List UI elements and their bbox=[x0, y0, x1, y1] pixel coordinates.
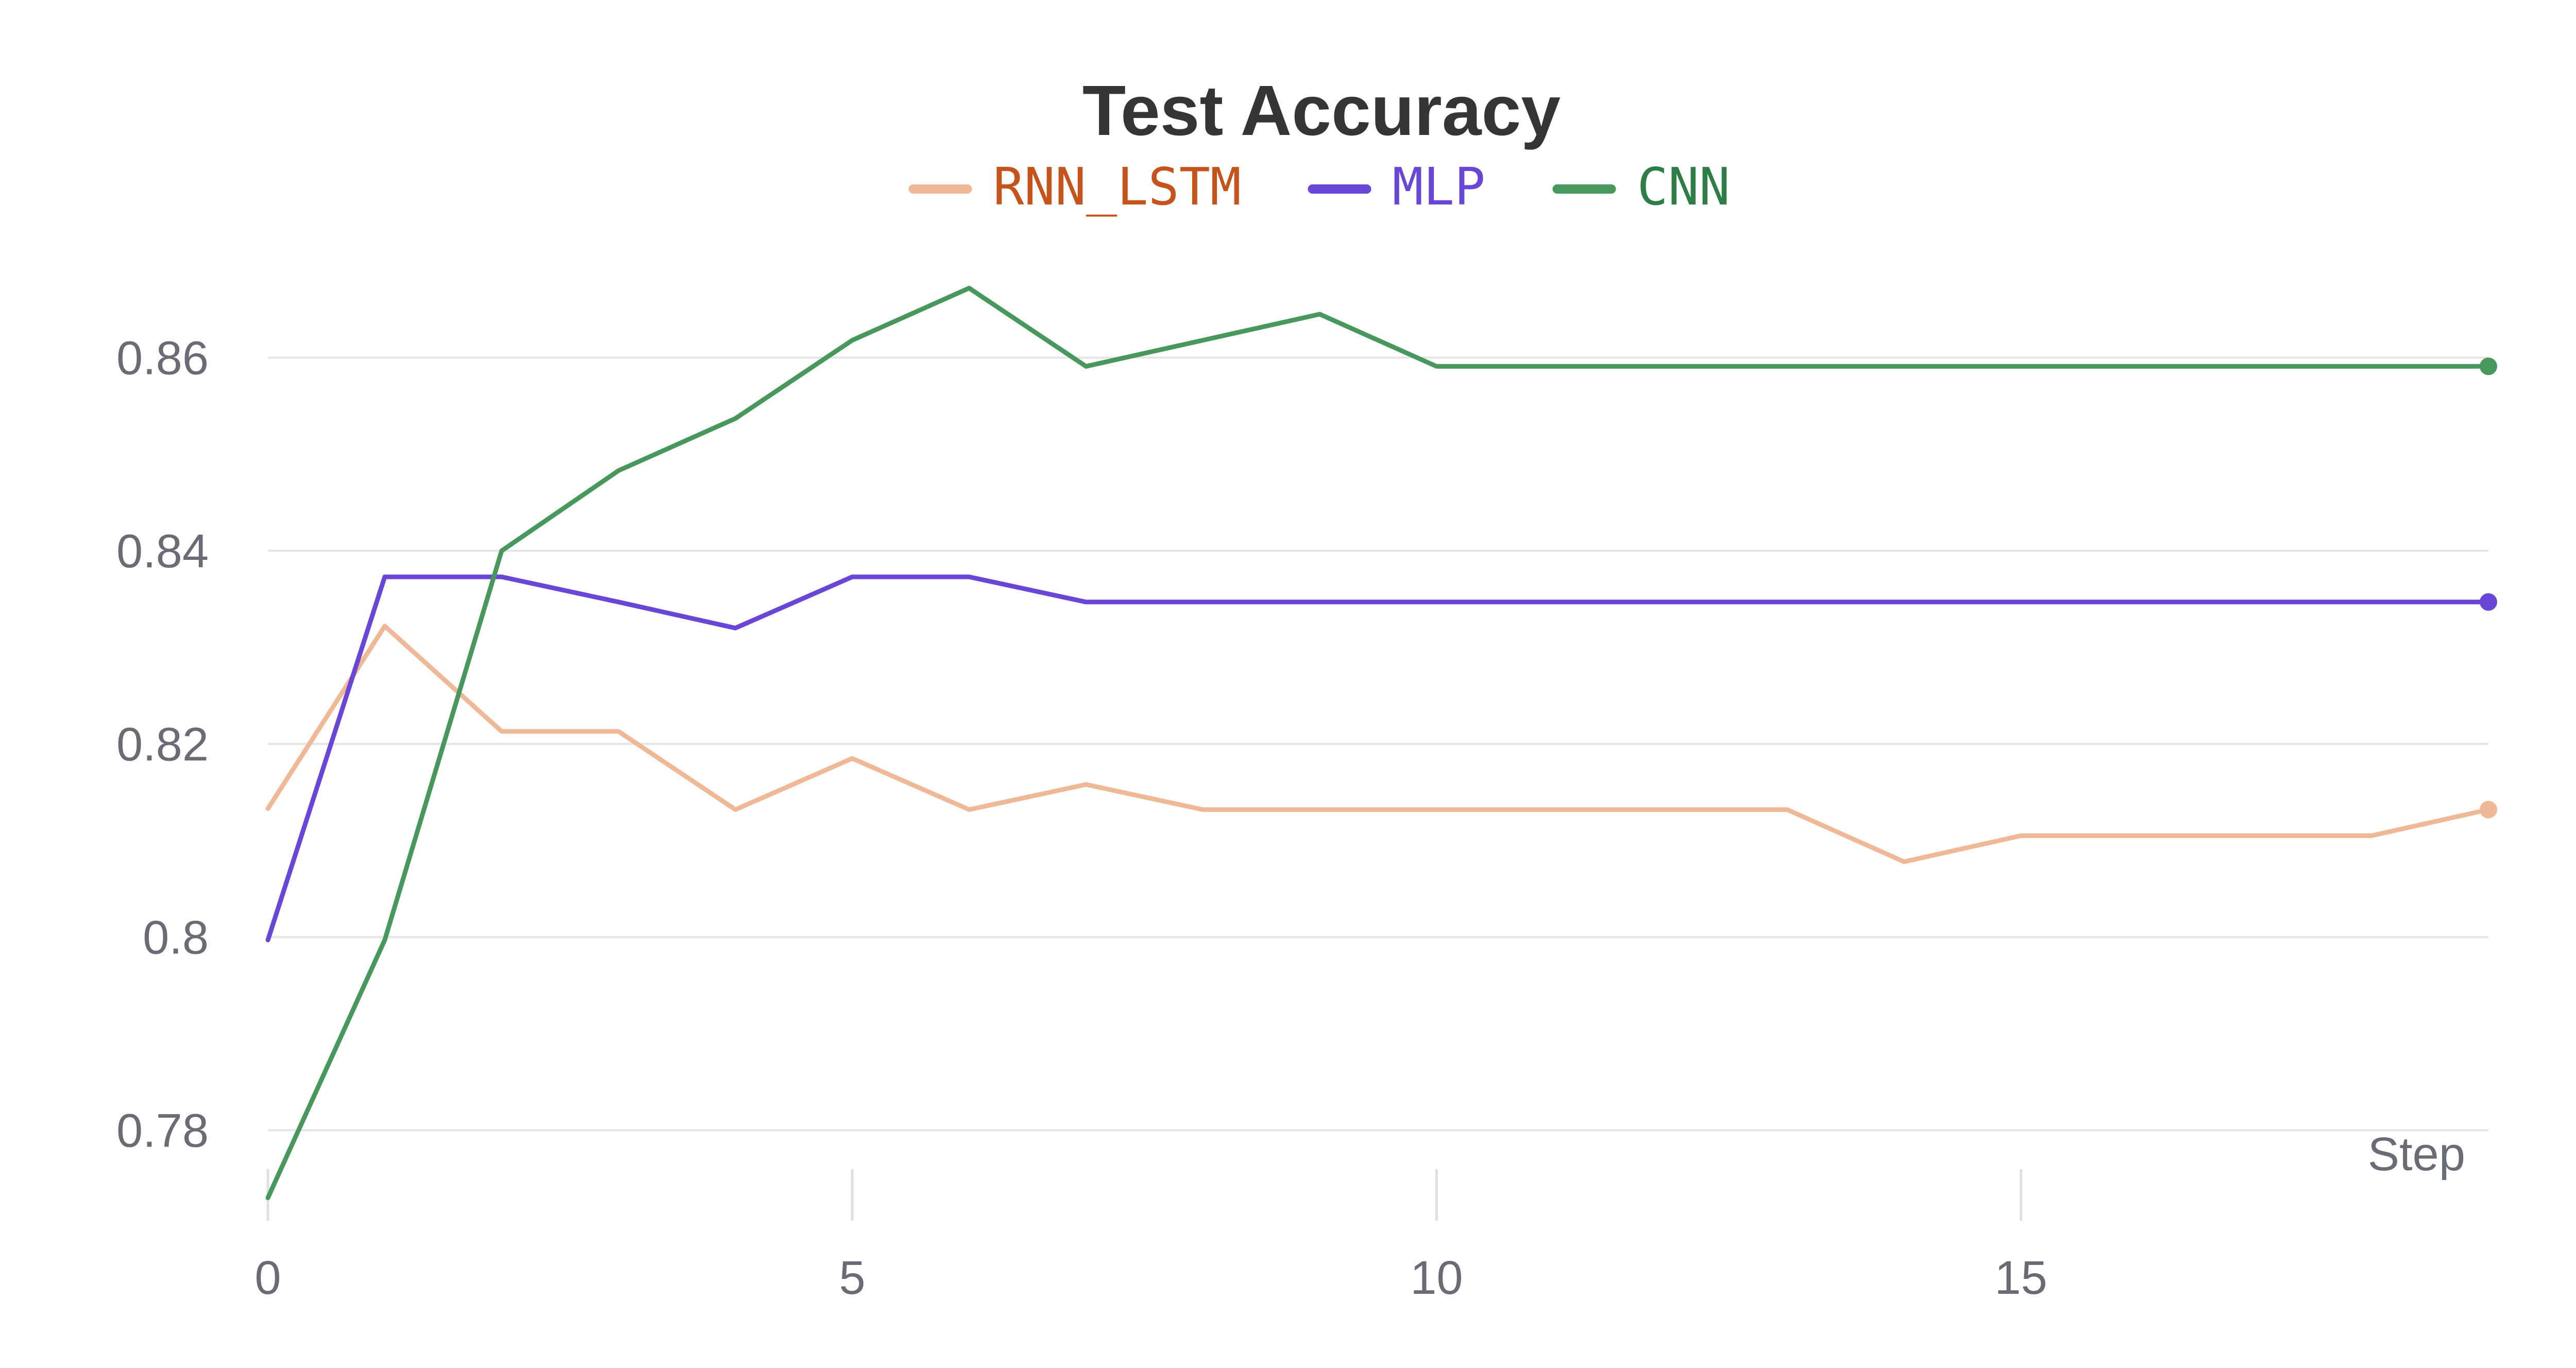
x-tick-label: 15 bbox=[1994, 1252, 2047, 1304]
series-layer bbox=[265, 285, 2497, 1201]
y-tick-label: 0.8 bbox=[143, 911, 209, 964]
x-axis: 0 5 10 15 bbox=[255, 1169, 2047, 1304]
series-line-cnn bbox=[265, 285, 2491, 1201]
legend: RNN_LSTM MLP CNN bbox=[908, 157, 1731, 217]
x-tick-label: 10 bbox=[1410, 1252, 1463, 1304]
series-end-point-rnn-lstm bbox=[2480, 800, 2497, 818]
y-tick-label: 0.82 bbox=[116, 718, 209, 771]
legend-item-cnn: CNN bbox=[1552, 157, 1731, 217]
series-end-point-mlp bbox=[2480, 593, 2497, 611]
y-tick-label: 0.84 bbox=[116, 525, 209, 577]
legend-label: RNN_LSTM bbox=[993, 157, 1242, 217]
series-line-mlp bbox=[265, 574, 2491, 943]
legend-label: MLP bbox=[1393, 157, 1486, 217]
x-axis-title: Step bbox=[2368, 1128, 2465, 1181]
x-tick-label: 0 bbox=[255, 1252, 281, 1304]
y-tick-label: 0.78 bbox=[116, 1104, 209, 1157]
legend-label: CNN bbox=[1637, 157, 1731, 217]
y-axis: 0.78 0.8 0.82 0.84 0.86 bbox=[116, 332, 209, 1157]
y-tick-label: 0.86 bbox=[116, 332, 209, 384]
series-line-rnn-lstm bbox=[265, 624, 2491, 864]
x-tick-label: 5 bbox=[839, 1252, 866, 1304]
grid bbox=[268, 356, 2488, 1132]
legend-item-rnn-lstm: RNN_LSTM bbox=[908, 157, 1242, 217]
series-end-point-cnn bbox=[2480, 357, 2497, 375]
chart-title: Test Accuracy bbox=[1082, 71, 1561, 150]
legend-item-mlp: MLP bbox=[1308, 157, 1486, 217]
